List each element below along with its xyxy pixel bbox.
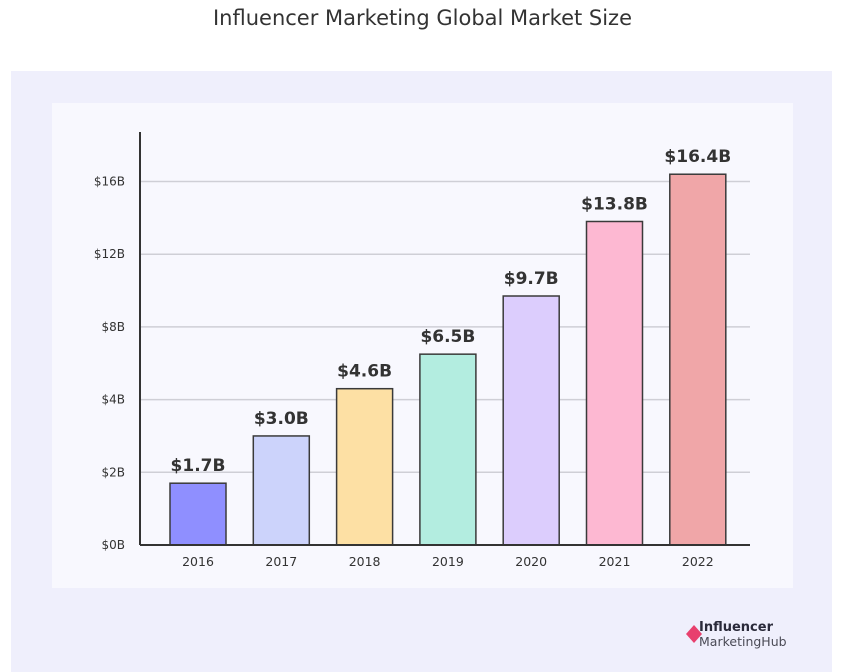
x-tick-label: 2019	[432, 554, 464, 569]
x-tick-label: 2018	[349, 554, 381, 569]
y-tick-label: $4B	[101, 393, 125, 407]
data-label: $13.8B	[581, 194, 648, 214]
x-tick-label: 2020	[515, 554, 547, 569]
data-label: $1.7B	[171, 456, 226, 476]
bar-2018	[335, 387, 394, 546]
y-tick-label: $0B	[101, 538, 125, 552]
data-label: $9.7B	[504, 269, 559, 289]
bar-2022	[669, 173, 727, 546]
y-tick-label: $2B	[101, 465, 125, 479]
data-label: $3.0B	[254, 409, 309, 429]
bar-2017	[252, 435, 311, 546]
y-tick-label: $12B	[94, 247, 125, 261]
y-tick-label: $16B	[94, 175, 125, 189]
x-tick-label: 2021	[599, 554, 631, 569]
data-label: $6.5B	[420, 327, 475, 347]
x-tick-label: 2022	[682, 554, 714, 569]
x-tick-label: 2016	[182, 554, 214, 569]
data-label: $4.6B	[337, 362, 392, 382]
x-tick-label: 2017	[265, 554, 297, 569]
data-label: $16.4B	[664, 147, 731, 167]
logo-line1: Influencer	[699, 620, 773, 635]
bar-2020	[502, 295, 560, 546]
logo-line2: MarketingHub	[699, 634, 787, 649]
bar-2019	[419, 353, 477, 546]
bar-2016	[169, 482, 227, 546]
brand-logo: Influencer MarketingHub	[686, 620, 806, 650]
chart-title: Influencer Marketing Global Market Size	[212, 6, 632, 30]
bar-2021	[585, 220, 644, 546]
logo-diamond-icon	[686, 625, 702, 643]
y-tick-label: $8B	[101, 320, 125, 334]
